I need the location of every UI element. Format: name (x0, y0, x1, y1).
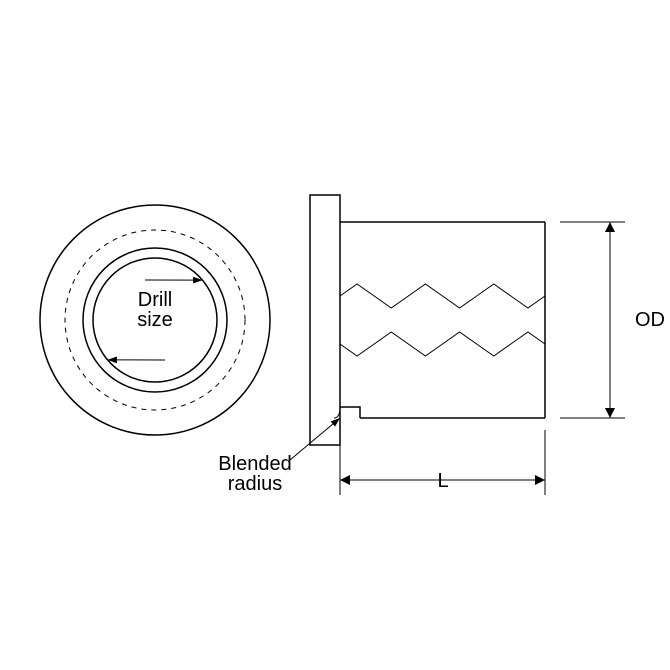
side-notch (340, 407, 360, 418)
od-arrow-bot (605, 408, 615, 418)
l-arrow-right (535, 475, 545, 485)
diagram-canvas: Drillsize OD L Blendedradius (0, 0, 670, 670)
break-line-upper (340, 284, 545, 308)
l-label: L (437, 470, 448, 492)
blended-radius-arc (334, 407, 340, 418)
l-arrow-left (340, 475, 350, 485)
od-label: OD (635, 309, 665, 331)
drill-size-label: Drill (138, 289, 172, 311)
blended-radius-label: Blended (218, 453, 291, 475)
od-arrow-top (605, 222, 615, 232)
blended-radius-leader-head (331, 418, 340, 427)
side-flange (310, 195, 340, 445)
blended-radius-label-2: radius (228, 473, 282, 495)
blended-radius-leader (290, 418, 340, 460)
drill-size-label-2: size (137, 309, 173, 331)
break-line-lower (340, 332, 545, 356)
